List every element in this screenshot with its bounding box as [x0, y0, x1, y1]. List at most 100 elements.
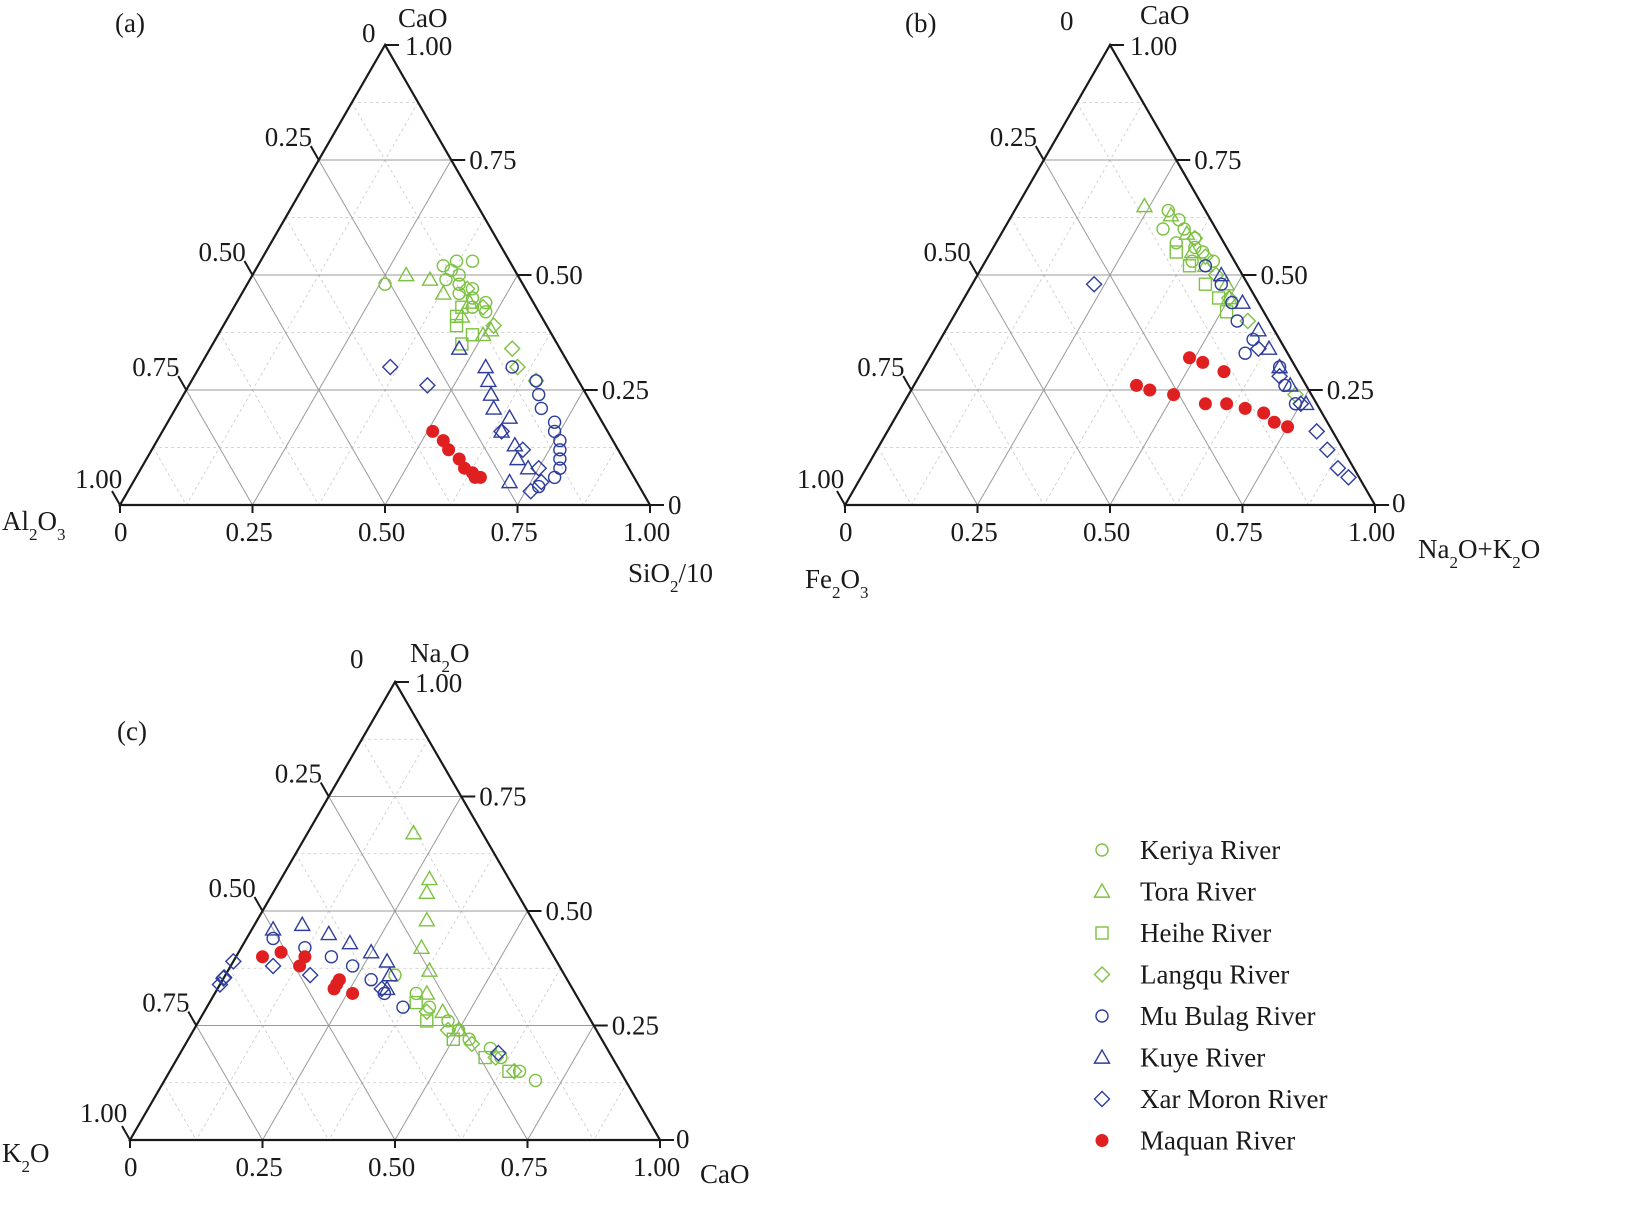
data-point	[1196, 355, 1210, 369]
apex-label-right: Na2O+K2O	[1418, 534, 1540, 572]
series-heihe-river	[409, 995, 516, 1079]
tick-label: 1.00	[1130, 31, 1177, 61]
tick-label: 0.25	[990, 122, 1037, 152]
data-point	[293, 915, 311, 932]
data-point	[1183, 351, 1196, 365]
data-point	[450, 339, 468, 355]
data-point	[1183, 243, 1201, 259]
grid-line	[195, 1025, 263, 1141]
grid-line	[1308, 447, 1343, 506]
tick-label: 0.25	[265, 122, 312, 152]
data-point	[493, 422, 511, 440]
tick	[1034, 145, 1045, 161]
legend-item: Keriya River	[1095, 835, 1280, 865]
legend-label: Tora River	[1140, 877, 1256, 907]
panel-label: (b)	[905, 8, 936, 38]
grid-line	[944, 332, 1045, 506]
series-xar-moron-river	[381, 358, 550, 500]
series-kuye-river	[264, 915, 399, 996]
tick-marks	[111, 44, 664, 513]
data-point	[1135, 197, 1154, 213]
grid-line	[1043, 217, 1210, 506]
data-point	[514, 441, 532, 459]
grid-line	[252, 274, 386, 506]
grid-line	[252, 159, 452, 506]
series-langqu-river	[418, 1003, 523, 1080]
tick-label: 0.50	[546, 896, 593, 926]
data-point	[434, 284, 453, 300]
tick-label: 0	[839, 517, 853, 547]
legend: Keriya River Tora River Heihe River Langqu …	[1093, 835, 1327, 1156]
data-point	[529, 374, 543, 388]
data-point	[1220, 289, 1238, 307]
tick-label: 0.75	[491, 517, 538, 547]
grid-line	[977, 159, 1177, 506]
data-point	[1318, 441, 1336, 459]
tick-label: 0.25	[1327, 375, 1374, 405]
data-point	[1249, 340, 1267, 358]
data-point	[420, 1014, 434, 1028]
data-point	[449, 309, 464, 324]
apex-label-top: CaO	[398, 3, 448, 33]
legend-label: Xar Moron River	[1140, 1084, 1327, 1114]
legend-item: Maquan River	[1095, 1126, 1295, 1156]
data-point	[380, 966, 399, 982]
data-point	[512, 1064, 527, 1079]
legend-label: Maquan River	[1140, 1126, 1295, 1156]
data-point	[264, 957, 282, 975]
data-point	[378, 979, 396, 996]
series-keriya-river	[378, 254, 493, 319]
data-point	[418, 376, 436, 394]
data-point	[1308, 422, 1326, 440]
data-point	[1214, 277, 1229, 291]
data-point	[547, 470, 562, 485]
data-point	[500, 408, 519, 424]
tick-label: 0	[676, 1124, 690, 1154]
panel-label: (c)	[117, 716, 147, 746]
tick-marks	[836, 44, 1389, 513]
tick-label: 0.75	[132, 352, 179, 382]
apex-label-top: Na2O	[410, 638, 469, 676]
tick-label: 0.75	[501, 1152, 548, 1182]
legend-item: Mu Bulag River	[1095, 1001, 1316, 1031]
tick-label: 0.50	[924, 237, 971, 267]
data-point	[532, 387, 546, 402]
data-point	[1143, 383, 1157, 397]
series-tora-river	[404, 824, 468, 1037]
legend-label: Keriya River	[1140, 835, 1280, 865]
data-point	[1177, 222, 1191, 236]
data-point	[378, 952, 396, 968]
data-point	[346, 986, 360, 1000]
tick-label: 0.75	[857, 352, 904, 382]
tick-label: 1.00	[75, 464, 122, 494]
data-point	[465, 291, 480, 305]
data-point	[409, 995, 423, 1010]
data-point	[397, 266, 415, 282]
tick	[902, 375, 913, 391]
legend-label: Kuye River	[1140, 1043, 1265, 1073]
minor-grid	[877, 102, 1343, 506]
tick-label: 0.50	[199, 237, 246, 267]
data-point	[478, 1050, 492, 1065]
data-point	[364, 973, 378, 987]
data-point	[1281, 376, 1299, 392]
grid-line	[460, 968, 561, 1141]
tick-label: 0.50	[358, 517, 405, 547]
apex-label-left: Al2O3	[2, 506, 66, 544]
legend-marker	[1095, 1009, 1109, 1023]
legend-item: Heihe River	[1095, 918, 1271, 948]
series-maquan-river	[256, 945, 360, 1000]
tick-label: 0.50	[209, 873, 256, 903]
legend-marker	[1093, 1090, 1111, 1108]
apex-label-left: K2O	[2, 1138, 50, 1176]
apex-label-left: Fe2O3	[805, 564, 869, 602]
data-points	[211, 824, 543, 1088]
series-xar-moron-river	[211, 952, 507, 1062]
legend-marker	[1095, 926, 1109, 940]
grid-line	[328, 853, 495, 1141]
grid-line	[877, 447, 912, 506]
series-tora-river	[1135, 197, 1238, 305]
data-point	[1270, 358, 1289, 374]
data-point	[1220, 397, 1234, 411]
